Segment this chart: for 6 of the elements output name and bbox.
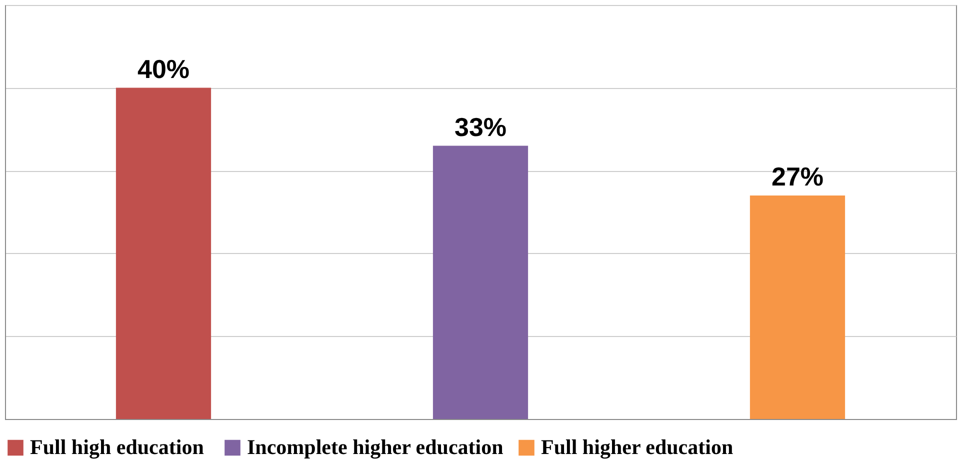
legend-label: Full high education [30,434,204,459]
data-label: 40% [137,54,190,84]
data-label: 27% [771,161,824,192]
legend-label: Full higher education [541,434,734,459]
data-label: 33% [454,112,507,142]
legend-label: Incomplete higher education [247,434,504,459]
